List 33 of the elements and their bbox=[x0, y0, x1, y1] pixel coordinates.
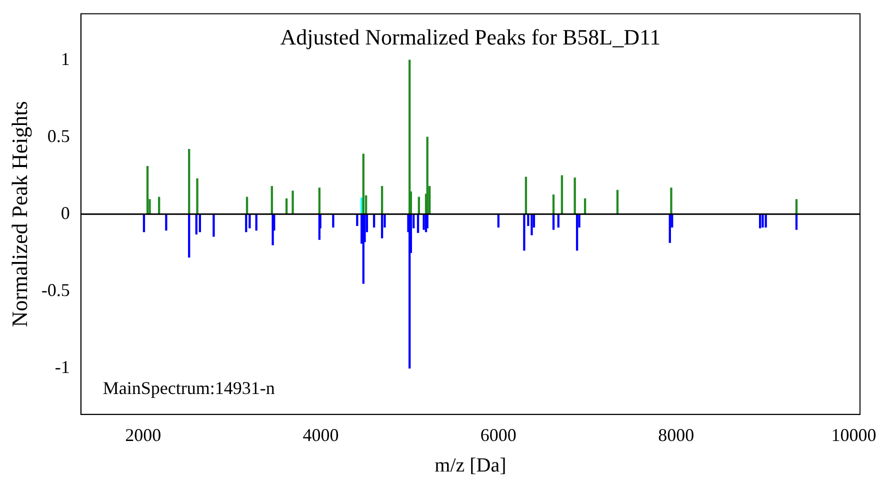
bar bbox=[188, 214, 190, 258]
bar bbox=[196, 178, 198, 214]
bar bbox=[426, 136, 428, 214]
y-tick-label: -1 bbox=[54, 356, 70, 377]
bar bbox=[318, 188, 321, 214]
y-axis-title: Normalized Peak Heights bbox=[6, 101, 32, 328]
y-tick-label: 1 bbox=[60, 48, 70, 69]
bar bbox=[560, 175, 564, 214]
bar bbox=[146, 166, 149, 214]
bar bbox=[165, 214, 168, 231]
bar bbox=[524, 176, 528, 214]
y-tick-label: -0.5 bbox=[41, 280, 70, 300]
bar bbox=[670, 188, 672, 214]
bar bbox=[380, 186, 384, 214]
bar bbox=[574, 178, 576, 214]
y-tick-label: 0 bbox=[60, 202, 70, 223]
text: Adjusted Normalized Peaks for B58L_D11 bbox=[280, 24, 661, 50]
annotation: MainSpectrum:14931-n bbox=[102, 378, 275, 398]
x-tick-label: 8000 bbox=[658, 424, 694, 445]
bar bbox=[422, 214, 425, 230]
bar bbox=[530, 214, 533, 236]
x-axis-title: m/z [Da] bbox=[434, 454, 506, 476]
x-tick-label: 4000 bbox=[302, 424, 339, 445]
x-tick-label: 2000 bbox=[125, 424, 162, 445]
x-tick-label: 6000 bbox=[480, 424, 516, 445]
bar bbox=[270, 186, 273, 214]
x-tick-label: 10000 bbox=[831, 424, 876, 445]
y-tick-label: 0.5 bbox=[47, 126, 70, 146]
bar bbox=[523, 214, 526, 251]
bar bbox=[212, 214, 215, 237]
bar bbox=[362, 154, 364, 214]
bar bbox=[188, 149, 190, 214]
bar bbox=[292, 190, 294, 214]
